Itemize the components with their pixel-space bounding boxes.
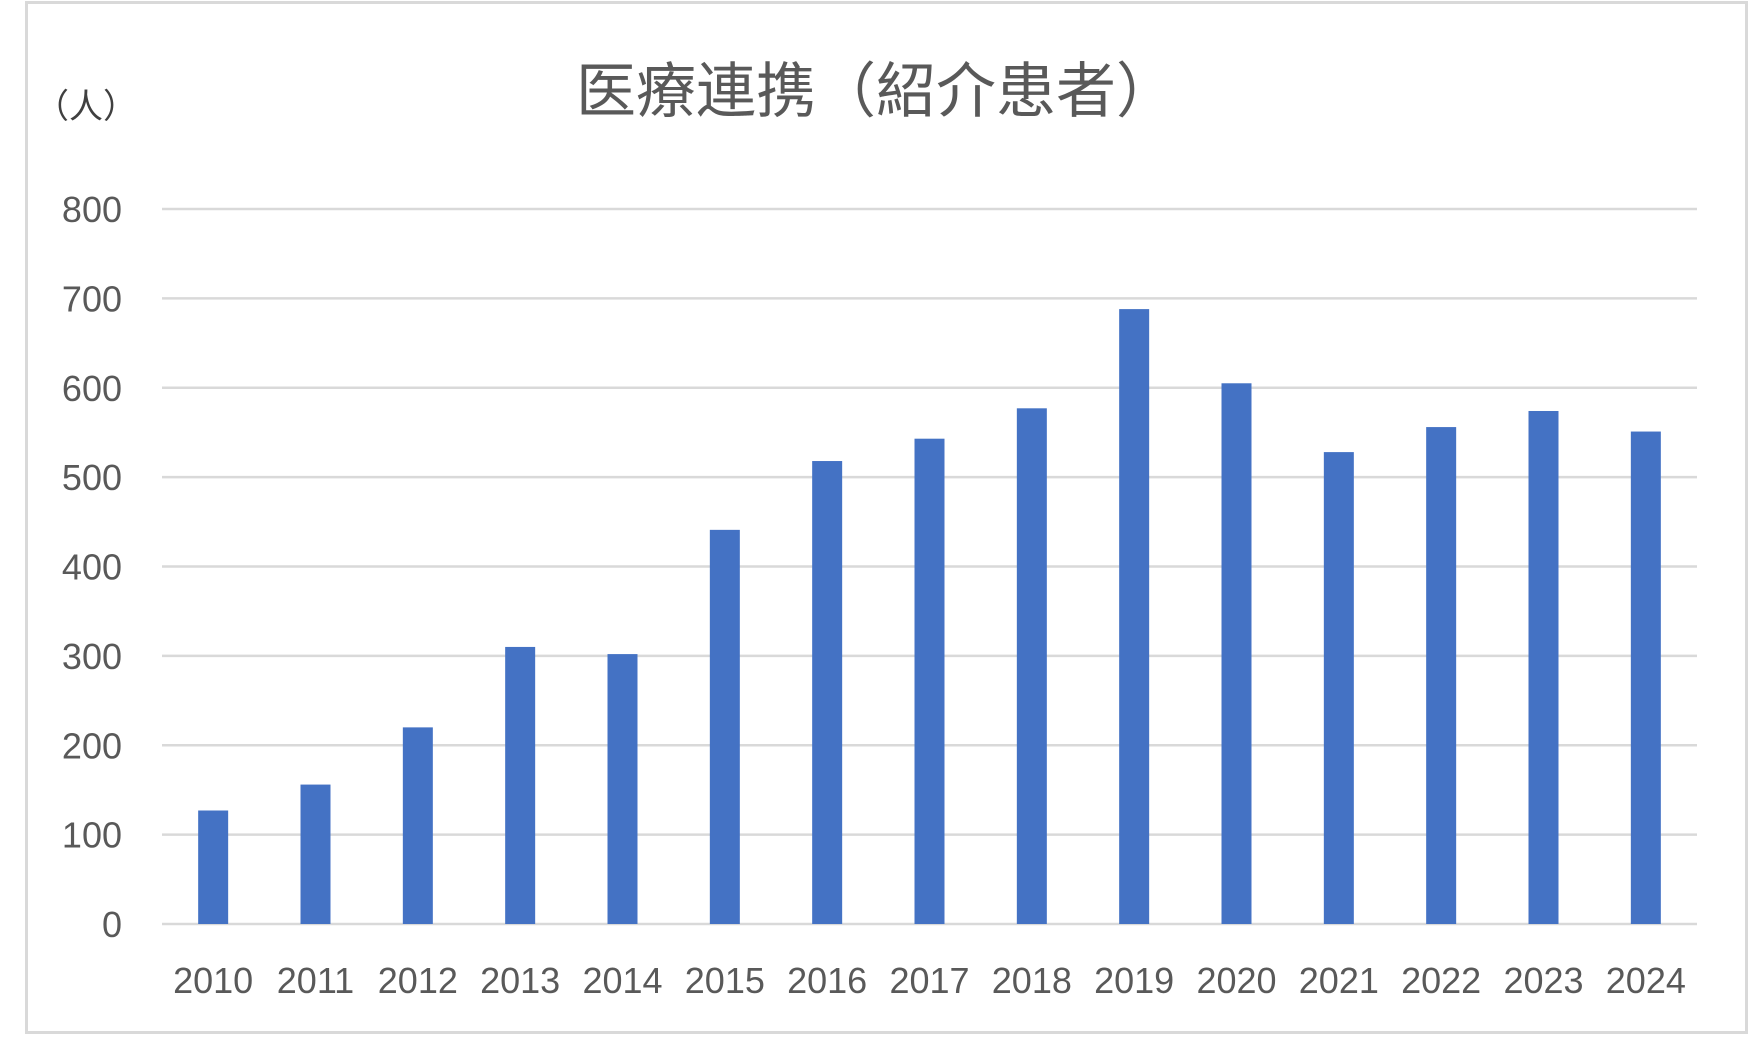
- x-tick-label: 2019: [1094, 960, 1174, 1001]
- y-tick-label: 500: [62, 457, 122, 498]
- x-tick-label: 2014: [582, 960, 662, 1001]
- y-tick-label: 400: [62, 547, 122, 588]
- x-axis-ticks: 2010 2011 2012 2013 2014 2015 2016 2017 2018 2019…: [173, 960, 1686, 1001]
- x-tick-label: 2020: [1196, 960, 1276, 1001]
- bar-2012: [402, 727, 433, 924]
- y-tick-label: 600: [62, 368, 122, 409]
- y-tick-label: 800: [62, 189, 122, 230]
- bar-2020: [1221, 383, 1252, 924]
- x-tick-label: 2022: [1401, 960, 1481, 1001]
- bar-2011: [300, 784, 331, 924]
- y-tick-label: 300: [62, 636, 122, 677]
- bar-2013: [505, 646, 536, 924]
- y-tick-label: 700: [62, 278, 122, 319]
- chart-title: 医療連携（紹介患者）: [576, 57, 1176, 127]
- bars: [198, 309, 1661, 925]
- x-tick-label: 2018: [992, 960, 1072, 1001]
- bar-2016: [812, 461, 843, 924]
- bar-2019: [1119, 309, 1150, 925]
- x-tick-label: 2013: [480, 960, 560, 1001]
- y-tick-label: 0: [102, 904, 122, 945]
- y-tick-label: 200: [62, 725, 122, 766]
- bar-2024: [1630, 431, 1661, 924]
- x-tick-label: 2012: [378, 960, 458, 1001]
- bar-2017: [914, 438, 945, 924]
- bar-2015: [709, 529, 740, 924]
- y-axis-ticks: 0 100 200 300 400 500 600 700 800: [62, 189, 122, 945]
- x-tick-label: 2024: [1606, 960, 1686, 1001]
- x-tick-label: 2010: [173, 960, 253, 1001]
- x-tick-label: 2016: [787, 960, 867, 1001]
- x-tick-label: 2011: [277, 960, 354, 1001]
- bar-2014: [607, 654, 638, 924]
- x-tick-label: 2023: [1503, 960, 1583, 1001]
- bar-2018: [1016, 408, 1047, 924]
- bar-2021: [1323, 452, 1354, 924]
- x-tick-label: 2017: [889, 960, 969, 1001]
- bar-2022: [1426, 427, 1457, 924]
- y-tick-label: 100: [62, 815, 122, 856]
- y-unit-label: （人）: [35, 87, 137, 127]
- bar-2010: [198, 810, 229, 924]
- bar-2023: [1528, 410, 1559, 924]
- x-tick-label: 2015: [685, 960, 765, 1001]
- x-tick-label: 2021: [1299, 960, 1379, 1001]
